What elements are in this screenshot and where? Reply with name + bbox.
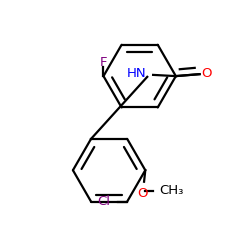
Text: Cl: Cl — [97, 195, 110, 208]
Text: HN: HN — [127, 67, 147, 80]
Text: F: F — [100, 56, 107, 69]
Text: O: O — [202, 67, 212, 80]
Text: CH₃: CH₃ — [159, 184, 184, 197]
Text: O: O — [138, 187, 148, 200]
